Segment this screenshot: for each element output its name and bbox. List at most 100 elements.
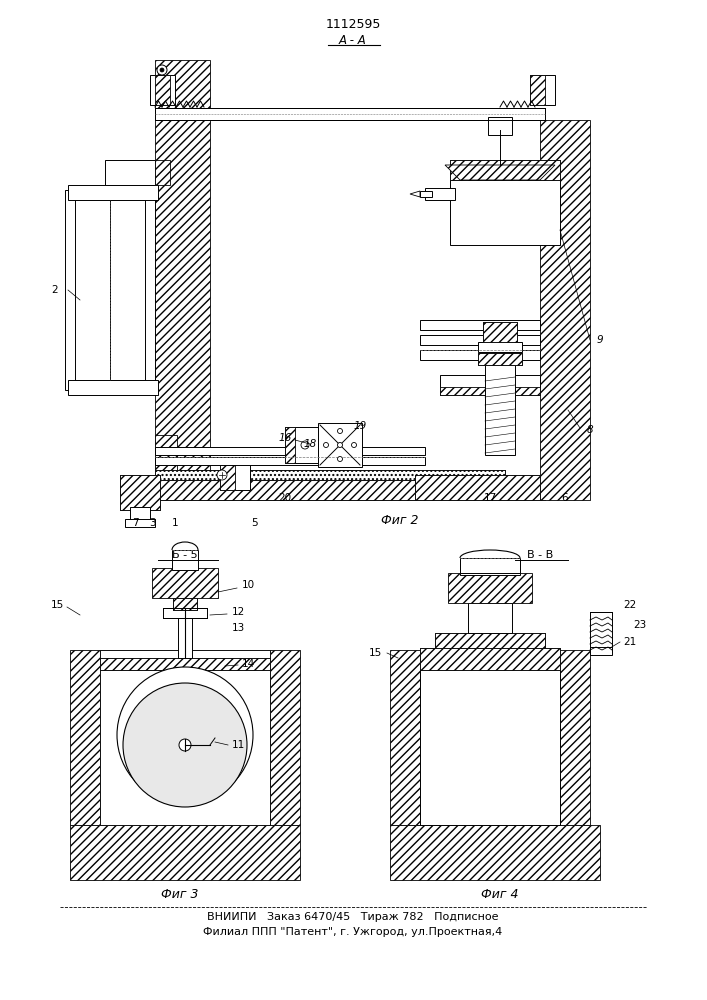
Polygon shape [415, 475, 540, 500]
Text: 18: 18 [303, 439, 317, 449]
Text: А - А: А - А [339, 33, 367, 46]
Circle shape [117, 667, 253, 803]
Text: 13: 13 [231, 623, 245, 633]
Polygon shape [68, 185, 158, 200]
Polygon shape [460, 558, 520, 573]
Polygon shape [435, 633, 545, 648]
Text: 15: 15 [368, 648, 382, 658]
Polygon shape [270, 650, 300, 825]
Circle shape [301, 441, 309, 449]
Polygon shape [460, 560, 520, 575]
Text: 12: 12 [231, 607, 245, 617]
Polygon shape [390, 825, 600, 880]
Polygon shape [420, 335, 540, 345]
Circle shape [337, 442, 342, 448]
Polygon shape [483, 322, 517, 342]
Text: 3: 3 [148, 518, 156, 528]
Polygon shape [70, 825, 300, 880]
Polygon shape [75, 200, 145, 380]
Polygon shape [415, 475, 540, 500]
Polygon shape [410, 191, 420, 197]
Polygon shape [120, 475, 160, 510]
Text: 20: 20 [279, 493, 291, 503]
Polygon shape [448, 573, 532, 603]
Polygon shape [420, 648, 560, 670]
Polygon shape [450, 180, 560, 245]
Polygon shape [220, 460, 235, 490]
Polygon shape [155, 480, 545, 500]
Polygon shape [420, 191, 432, 197]
Circle shape [217, 470, 227, 480]
Text: 1112595: 1112595 [325, 18, 380, 31]
Polygon shape [560, 650, 590, 825]
Polygon shape [155, 108, 545, 120]
Text: 1: 1 [172, 518, 178, 528]
Polygon shape [440, 375, 540, 395]
Text: 5: 5 [252, 518, 258, 528]
Polygon shape [220, 460, 250, 490]
Polygon shape [478, 353, 522, 365]
Polygon shape [100, 650, 270, 825]
Polygon shape [420, 650, 560, 825]
Text: Фиг 2: Фиг 2 [381, 514, 419, 526]
Circle shape [157, 65, 167, 75]
Polygon shape [100, 650, 270, 825]
Text: 2: 2 [52, 285, 58, 295]
Circle shape [123, 683, 247, 807]
Polygon shape [70, 650, 100, 825]
Polygon shape [130, 507, 150, 522]
Text: В - В: В - В [527, 550, 553, 560]
Text: 19: 19 [354, 421, 367, 431]
Text: 15: 15 [50, 600, 64, 610]
Polygon shape [100, 658, 270, 670]
Polygon shape [155, 480, 545, 500]
Polygon shape [285, 427, 295, 463]
Polygon shape [155, 480, 545, 500]
Polygon shape [155, 447, 425, 455]
Polygon shape [450, 160, 560, 180]
Text: ВНИИПИ   Заказ 6470/45   Тираж 782   Подписное: ВНИИПИ Заказ 6470/45 Тираж 782 Подписное [207, 912, 498, 922]
Polygon shape [173, 598, 197, 610]
Polygon shape [420, 320, 540, 330]
Polygon shape [155, 60, 210, 500]
Polygon shape [390, 650, 420, 825]
Text: Б - 5: Б - 5 [173, 550, 198, 560]
Polygon shape [68, 380, 158, 395]
Polygon shape [173, 598, 197, 610]
Text: Фиг 4: Фиг 4 [481, 888, 519, 902]
Text: 16: 16 [279, 433, 291, 443]
Circle shape [351, 442, 356, 448]
Polygon shape [415, 475, 540, 500]
Polygon shape [425, 188, 455, 200]
Polygon shape [420, 350, 540, 360]
Text: 6: 6 [561, 493, 568, 503]
Polygon shape [125, 519, 155, 527]
Circle shape [337, 428, 342, 434]
Polygon shape [445, 165, 555, 180]
Polygon shape [485, 365, 515, 455]
Circle shape [179, 739, 191, 751]
Polygon shape [155, 75, 170, 105]
Polygon shape [172, 550, 198, 570]
Polygon shape [483, 322, 517, 342]
Polygon shape [478, 342, 522, 352]
Polygon shape [420, 648, 560, 670]
Polygon shape [440, 387, 540, 395]
Text: 11: 11 [231, 740, 245, 750]
Polygon shape [150, 75, 175, 105]
Text: 10: 10 [241, 580, 255, 590]
Polygon shape [155, 470, 505, 480]
Circle shape [324, 442, 329, 448]
Text: 14: 14 [241, 659, 255, 669]
Text: 7: 7 [132, 518, 139, 528]
Text: 23: 23 [633, 620, 647, 630]
Polygon shape [105, 160, 155, 185]
Polygon shape [285, 427, 318, 463]
Polygon shape [163, 608, 207, 618]
Polygon shape [155, 470, 505, 480]
Polygon shape [120, 475, 160, 510]
Polygon shape [152, 568, 218, 598]
Text: 8: 8 [587, 425, 593, 435]
Polygon shape [65, 190, 155, 390]
Polygon shape [478, 353, 522, 365]
